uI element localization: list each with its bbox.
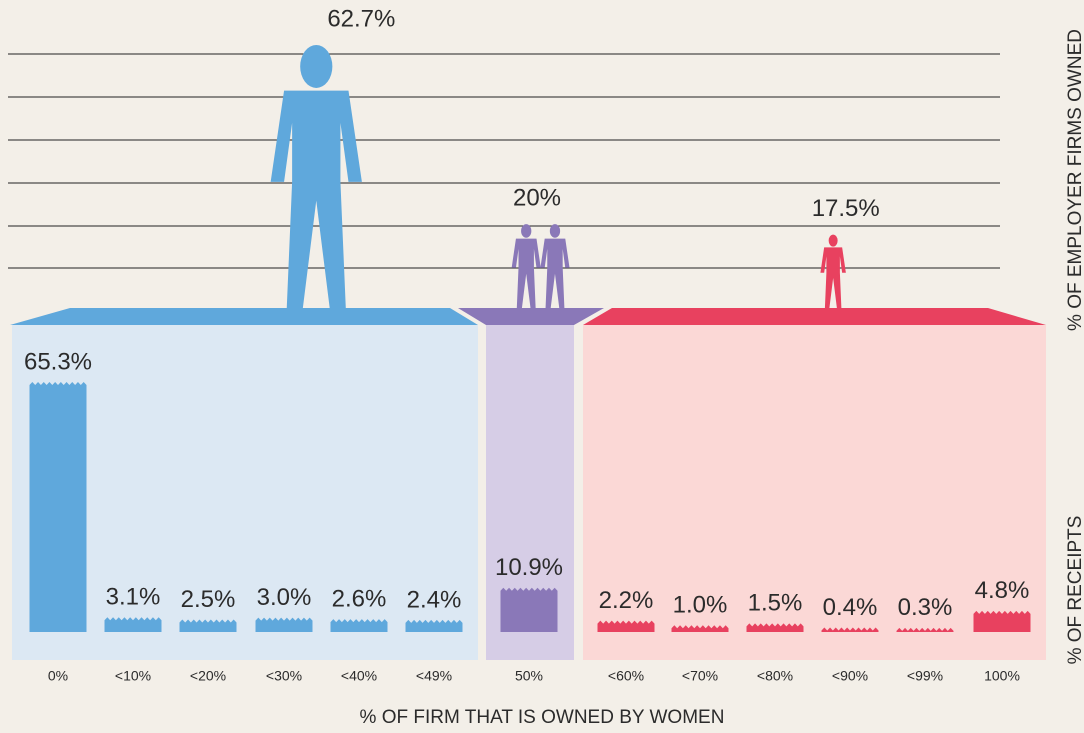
x-tick-label: <40% <box>341 668 377 684</box>
value-label: 3.1% <box>106 584 161 611</box>
value-label: 10.9% <box>495 554 563 581</box>
silhouette <box>540 224 569 308</box>
panel-top <box>583 308 1046 325</box>
value-label: 62.7% <box>327 5 395 32</box>
value-label: 20% <box>513 184 561 211</box>
silhouette <box>271 45 362 308</box>
value-label: 0.4% <box>823 594 878 621</box>
bar <box>974 611 1031 632</box>
x-tick-label: <99% <box>907 668 943 684</box>
value-label: 1.0% <box>673 592 728 619</box>
x-tick-label: <70% <box>682 668 718 684</box>
guide-lines <box>8 54 1000 268</box>
x-tick-label: 100% <box>984 668 1020 684</box>
value-label: 2.2% <box>599 587 654 614</box>
bar <box>30 382 87 632</box>
x-tick-label: 50% <box>515 668 543 684</box>
silhouette <box>820 235 845 308</box>
person <box>512 224 570 308</box>
panel-top <box>458 308 604 325</box>
chart: % OF FIRM THAT IS OWNED BY WOMEN % OF EM… <box>0 0 1084 733</box>
x-tick-label: <90% <box>832 668 868 684</box>
value-label: 1.5% <box>748 590 803 617</box>
x-tick-label: 0% <box>48 668 68 684</box>
x-tick-label: <49% <box>416 668 452 684</box>
silhouette <box>512 224 541 308</box>
x-tick-label: <30% <box>266 668 302 684</box>
x-tick-label: <20% <box>190 668 226 684</box>
x-tick-label: <80% <box>757 668 793 684</box>
value-label: 2.5% <box>181 586 236 613</box>
value-label: 2.4% <box>407 586 462 613</box>
x-axis-title: % OF FIRM THAT IS OWNED BY WOMEN <box>360 707 725 728</box>
page: {"chart_data": { "type": "bar", "x_label… <box>0 0 1084 733</box>
top-axis-title: % OF EMPLOYER FIRMS OWNED <box>1065 29 1084 331</box>
person <box>820 235 845 308</box>
x-tick-label: <60% <box>608 668 644 684</box>
value-label: 3.0% <box>257 584 312 611</box>
value-label: 17.5% <box>812 195 880 222</box>
value-label: 65.3% <box>24 348 92 375</box>
value-label: 4.8% <box>975 577 1030 604</box>
bar <box>501 588 558 632</box>
x-tick-label: <10% <box>115 668 151 684</box>
value-label: 0.3% <box>898 594 953 621</box>
panel-top <box>10 308 478 325</box>
value-label: 2.6% <box>332 586 387 613</box>
person <box>271 45 362 308</box>
bottom-axis-title: % OF RECEIPTS <box>1065 516 1084 665</box>
